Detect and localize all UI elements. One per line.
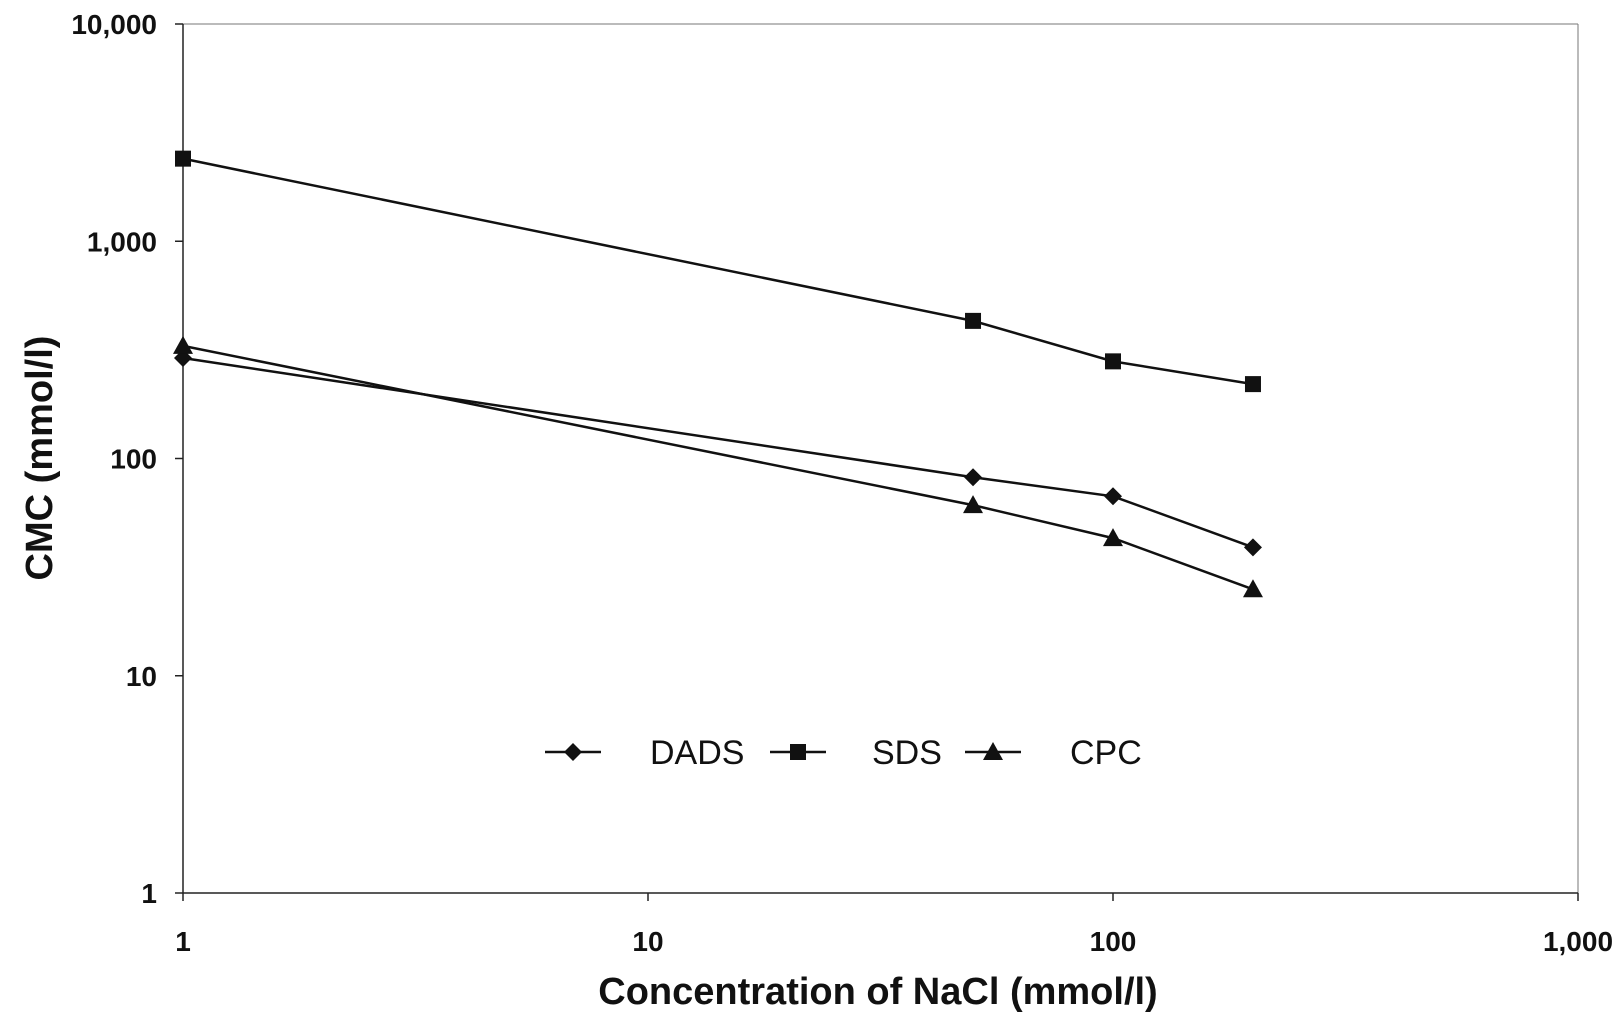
x-tick-label: 1,000 [1543, 926, 1613, 957]
series-cpc-point [173, 335, 193, 354]
legend-label: CPC [1070, 734, 1142, 772]
x-tick-label: 1 [175, 926, 191, 957]
series-cpc-point [963, 495, 984, 514]
y-tick-label: 1 [141, 878, 157, 909]
legend-item-sds: SDS [770, 734, 942, 772]
legend: DADS SDS CPC [545, 734, 1142, 772]
series-cpc-line [182, 344, 1254, 591]
series-dads-point [1104, 487, 1122, 506]
legend-swatch-marker [564, 743, 582, 761]
series-layer [173, 150, 1263, 598]
legend-swatch-marker [790, 744, 806, 760]
y-axis-title: CMC (mmol/l) [19, 336, 61, 581]
y-tick-label: 10,000 [71, 9, 157, 40]
series-cpc [173, 335, 1263, 598]
series-dads-line [182, 356, 1254, 549]
series-cpc-point [1242, 579, 1263, 598]
y-tick-label: 10 [126, 661, 157, 692]
series-sds-point [1105, 353, 1121, 370]
series-sds [175, 150, 1261, 393]
x-axis-title: Concentration of NaCl (mmol/l) [598, 971, 1157, 1013]
y-tick-label: 1,000 [87, 226, 157, 257]
legend-label: SDS [872, 734, 942, 772]
legend-label: DADS [650, 734, 744, 772]
y-tick-label: 100 [110, 444, 157, 475]
series-dads-point [1243, 538, 1262, 557]
axes: 1 10 100 1,000 10,000 1 10 100 1,000 [71, 9, 1613, 957]
legend-swatch-marker [983, 742, 1003, 760]
x-tick-label: 100 [1090, 926, 1137, 957]
series-cpc-point [1103, 528, 1123, 547]
series-dads-point [964, 468, 983, 487]
x-tick-label: 10 [632, 926, 663, 957]
legend-item-cpc: CPC [965, 734, 1142, 772]
series-sds-point [1244, 376, 1261, 393]
series-sds-point [965, 312, 982, 329]
series-sds-point [175, 150, 191, 167]
legend-item-dads: DADS [545, 734, 744, 772]
series-sds-line [182, 157, 1254, 386]
